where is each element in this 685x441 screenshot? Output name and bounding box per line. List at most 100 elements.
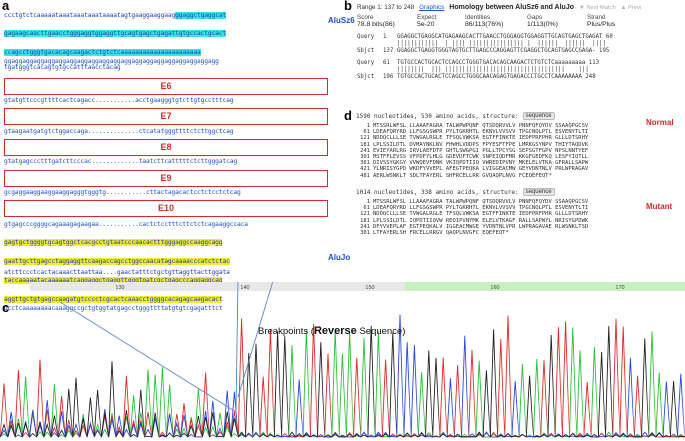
alignment-row: Query 61 TGTGCCACTGCACTCCAGCCTGGGTGACACAGC… [357,59,600,66]
exon-label: E7 [160,111,172,121]
graphics-link[interactable]: Graphics [419,4,445,11]
exon-label: E9 [160,173,172,183]
ruler-bar [30,282,685,291]
trace-green [0,327,685,438]
mutant-sequence-lines: 1 MTSSRLWFSL LLAAAFAGRA TALWPWPQNF QTSDQR… [356,199,684,236]
aluj-label: AluJo [328,253,351,262]
alignment-row: |||||||||||| | |||| |||||||||||||||| | |… [397,40,606,47]
seq-text: ccctgtctcaaaaataaataaataaataaaatagtgaagg… [4,12,176,19]
alignment-row: Query 1 GGAGGCTGAGGCATGAGAAGCACTTGAACCTGGG… [357,34,613,40]
panel-b-letter: b [344,0,352,13]
normal-label: Normal [646,118,674,127]
trace-black [0,325,685,438]
seq-line-1: ccctgtctcaaaaataaataaataaataaaatagtgaagg… [4,12,326,20]
protein-line: 121 NDDQCLLLSE TVWGALRGLE TFSQLVWKSA EGTF… [356,135,684,141]
protein-line-number: 61 [363,129,370,136]
alignment-row: Sbjct 137 GGAGGCTGAGGTGGGTAGTGCTTGAGCCCAGG… [357,47,610,54]
pre-e6-sequence: tgatgggtcacagtgtgccatttaacctacag [4,64,121,71]
alusz6-label: AluSz6 [328,16,355,25]
stat-value: 86/113(76%) [465,21,504,28]
prev-match-button[interactable]: ▲ Previ [620,4,642,11]
aluj-line-4: taccaaaaatacaaaaaatcaggaggctgaggttgggtga… [4,276,223,285]
breakpoint-line-aluj [59,301,237,413]
aluj-line-3: gaattgcttgagcctaggaggttcaagaccagcctggcca… [4,257,230,266]
caption-bold: Reverse [313,325,357,337]
aluj-sequence-block: gtgagcccggggcagaaagagaagaa...........cac… [4,221,326,312]
panel-a-sequence-block: ccctgtctcaaaaataaataaataaataaaatagtgaagg… [4,12,326,65]
protein-line-sequence: MTSSRLWFSL LLAAAFAGRA TALWPWPQNF QTSDQRV… [373,123,589,129]
protein-line-sequence: MSTFFLEVSS VFPDFYLHLG GDEVDFTCWK SNPEIQD… [373,154,589,161]
exon-e8-box: E8 [4,139,328,156]
exon-e6-flank: gtatgttcccgttttcactcagacc...........acct… [4,97,234,104]
protein-line-number: 61 [363,205,370,212]
protein-line-sequence: MTSSRLWFSL LLAAAFAGRA TALWPWPQNF QTSDQRV… [373,199,589,205]
ruler-tick-label: 130 [115,285,124,291]
ruler-tick-label: 140 [240,285,249,291]
exon-e10-box: E10 [4,200,328,217]
protein-line-number: 301 [360,230,370,237]
protein-line: 301 LTFAYERLSH FRCELLRRGV QAQPLNVGFC EQEF… [356,230,684,236]
protein-line: 241 EVIEYARLRG IRVLAEFDTP GHTLSWGPGI PGLL… [356,148,684,154]
protein-line-sequence: YLNRISYGPD WKDFYVVEPL AFEGTPEQKA LVIGGEA… [373,166,589,173]
protein-line: 181 LPLSSILDTL DVMAYNKLNV FHWHLVDDPS FPYE… [356,142,684,148]
protein-line-number: 361 [360,160,370,167]
protein-line-sequence: EVIEYARLRG IRVLAEFDTP GHTLSWGPGI PGLLTPC… [373,147,589,154]
protein-line-sequence: LTFAYERLSH FRCELLRRGV QAQPLNVGFC EQEFEQT… [373,230,509,237]
exon-e9-box: E9 [4,170,328,187]
seq-line-3: ccagcctgggtgacacagcaagactctgtctcaaaaaaaa… [4,48,201,57]
protein-line-number: 301 [360,154,370,161]
next-match-button[interactable]: ▼ Next Match [579,4,616,11]
ruler-ticks: 130 140 150 160 170 [115,285,624,291]
aluj-line-1: gtgagcccggggcagaaagagaagaa...........cac… [4,221,248,228]
range-text: Range 1: 137 to 248 [357,4,415,11]
blast-title: Homology between AluSz6 and AluJo [449,4,574,11]
stats-table: Score Expect Identities Gaps Strand 78.8… [357,14,683,28]
protein-line: 421 YLNRISYGPD WKDFYVVEPL AFEGTPEQKA LVIG… [356,166,684,172]
stat-header: Score [357,14,374,21]
protein-line-number: 1 [366,199,370,205]
protein-line: 1 MTSSRLWFSL LLAAAFAGRA TALWPWPQNF QTSDQR… [356,123,684,129]
protein-line-number: 241 [360,223,370,230]
ruler-tick-label: 160 [490,285,499,291]
ruler-tick-label: 150 [365,285,374,291]
seq-line-4: ggaggaggaggaggaggaggaggaggaggaggaggaggag… [4,57,219,65]
mutant-label: Mutant [646,202,673,211]
protein-line: 61 LDEAFQRYRD LLFGSGSWPR PYLTGKRHTL EKNVL… [356,129,684,135]
alignment-row: |||||||| ||| |||||||||||||||||||||||||||… [397,66,589,73]
protein-line-sequence: NDDQCLLLSE TVWGALRGLE TFSQLVWKSA EGTFFIN… [373,135,589,142]
breakpoint-line-alusz6 [237,282,274,398]
protein-line-number: 1 [366,123,370,129]
exon-e9-flank: gcgaggaaggaaggaaggagggtgggtg...........c… [4,189,241,196]
protein-line-number: 421 [360,166,370,173]
stat-header: Gaps [527,14,543,21]
sequence-button[interactable]: sequence [522,188,555,196]
normal-sequence-lines: 1 MTSSRLWFSL LLAAAFAGRA TALWPWPQNF QTSDQR… [356,123,684,179]
caption-prefix: Breakpoints ( [258,326,314,337]
aluj-line-2: gagtgctggggtgcagtggctcacgcctgtaatcccaaca… [4,238,223,247]
breakpoint-line-left [235,282,239,413]
stat-value: 5e-20 [417,21,435,28]
protein-line-sequence: LPLSSILDTL IQPDTIIQVW REDIPVNYMK ELELVTK… [373,217,589,224]
last-seq-line: atcttccctcactacaaacttaattaa....gaactattt… [4,269,230,276]
ruler-tick-label: 170 [615,285,624,291]
caption-suffix: Sequence) [356,326,406,337]
protein-line-sequence: AERLWSNKLT SDLTFAYERL SHFRCELLRR GVQAQPL… [373,172,552,179]
protein-line: 181 LPLSSILDTL IQPDTIIQVW REDIPVNYMK ELEL… [356,218,684,224]
exon-e7-box: E7 [4,108,328,125]
protein-line-sequence: LPLSSILDTL DVMAYNKLNV FHWHLVDDPS FPYESFT… [373,141,589,148]
exon-e7-flank: gtaagaatgatgtctggaccaga..............ctc… [4,128,234,135]
stat-header: Expect [417,14,437,21]
protein-line: 1 MTSSRLWFSL LLAAAFAGRA TALWPWPQNF QTSDQR… [356,199,684,205]
protein-line-sequence: NDDQCLLLSE TVWGALRGLE TFSQLVWKSA EGTFFIN… [373,211,589,218]
protein-line: 481 AERLWSNKLT SDLTFAYERL SHFRCELLRR GVQA… [356,173,684,179]
protein-line-number: 181 [360,217,370,224]
seq-line-2: gagaagcaacttgaacctgggaggtggaggttgcagtgag… [4,29,227,38]
alusz6-highlight: ggaggctgaggcat [175,12,227,19]
protein-line-number: 181 [360,141,370,148]
protein-line: 241 DFYVVEPLAF EGTPEQKALV IGGEACMWGE YVDN… [356,224,684,230]
protein-line-sequence: LDEAFQRYRD LLFGSGSWPR PYLTGKRHTL EKNVLVV… [373,205,589,212]
normal-protein-block: 1590 nucleotides, 530 amino acids, struc… [356,112,684,179]
protein-line-number: 241 [360,147,370,154]
ruler-green-segment [405,282,685,291]
sequence-button[interactable]: sequence [522,112,555,120]
